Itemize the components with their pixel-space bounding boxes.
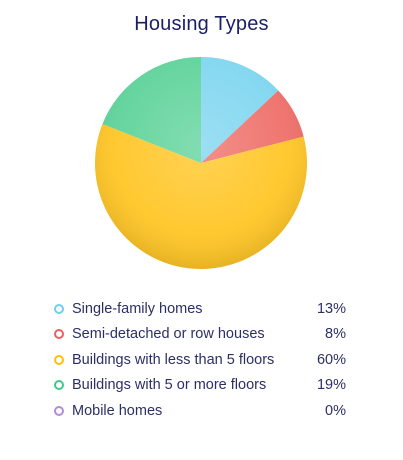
legend: Single-family homes 13% Semi-detached or r… bbox=[54, 296, 346, 424]
legend-value: 19% bbox=[316, 377, 346, 394]
legend-label: Buildings with less than 5 floors bbox=[72, 351, 275, 368]
legend-value: 13% bbox=[316, 300, 346, 317]
pie-chart bbox=[93, 54, 309, 276]
legend-value: 0% bbox=[325, 402, 346, 419]
legend-label: Semi-detached or row houses bbox=[72, 326, 265, 343]
pie-slices bbox=[95, 57, 307, 270]
legend-marker-icon bbox=[54, 329, 64, 340]
legend-marker-icon bbox=[54, 303, 64, 314]
legend-marker-icon bbox=[54, 380, 64, 391]
legend-item[interactable]: Buildings with 5 or more floors 19% bbox=[54, 373, 346, 399]
legend-value: 8% bbox=[325, 326, 346, 343]
chart-title: Housing Types bbox=[134, 13, 269, 35]
legend-label: Buildings with 5 or more floors bbox=[72, 377, 267, 394]
legend-label: Mobile homes bbox=[72, 402, 163, 419]
legend-marker-icon bbox=[54, 354, 64, 365]
legend-value: 60% bbox=[316, 351, 346, 368]
legend-marker-icon bbox=[54, 405, 64, 416]
legend-item[interactable]: Semi-detached or row houses 8% bbox=[54, 322, 346, 348]
legend-item[interactable]: Mobile homes 0% bbox=[54, 398, 346, 424]
legend-label: Single-family homes bbox=[72, 300, 203, 317]
legend-item[interactable]: Single-family homes 13% bbox=[54, 296, 346, 322]
pie-svg bbox=[95, 57, 307, 270]
legend-item[interactable]: Buildings with less than 5 floors 60% bbox=[54, 347, 346, 373]
